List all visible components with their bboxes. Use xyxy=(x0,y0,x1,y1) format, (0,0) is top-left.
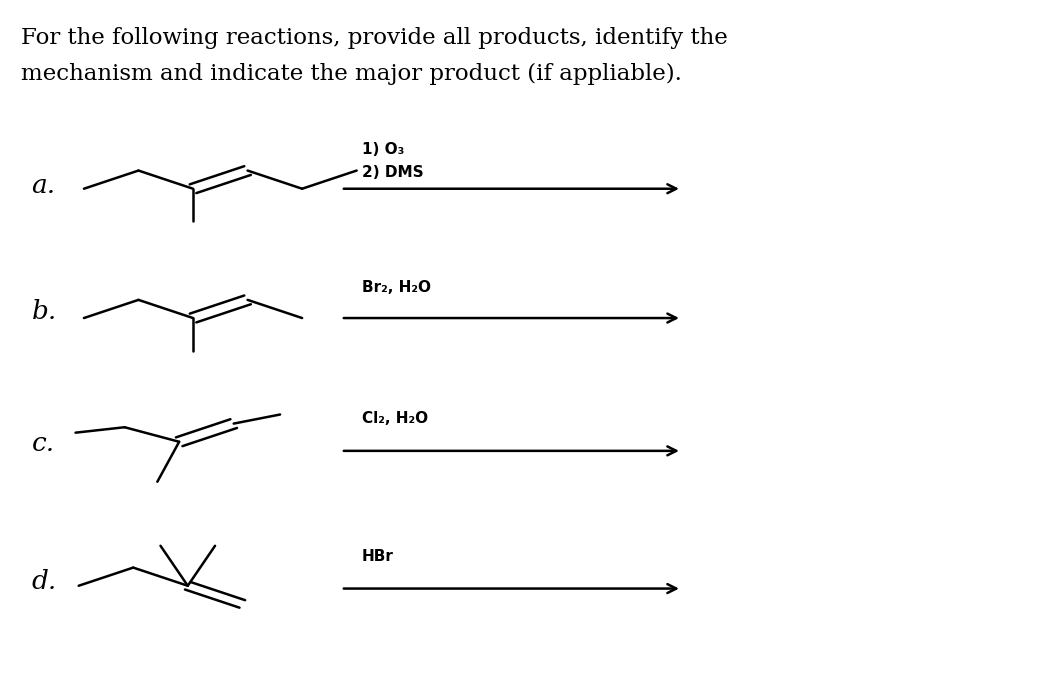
Text: c.: c. xyxy=(31,431,55,456)
Text: For the following reactions, provide all products, identify the: For the following reactions, provide all… xyxy=(21,27,728,48)
Text: a.: a. xyxy=(31,173,56,198)
Text: Cl₂, H₂O: Cl₂, H₂O xyxy=(362,412,428,426)
Text: 1) O₃: 1) O₃ xyxy=(362,143,404,157)
Text: b.: b. xyxy=(31,298,57,324)
Text: HBr: HBr xyxy=(362,549,393,564)
Text: d.: d. xyxy=(31,569,57,594)
Text: Br₂, H₂O: Br₂, H₂O xyxy=(362,280,431,295)
Text: mechanism and indicate the major product (if appliable).: mechanism and indicate the major product… xyxy=(21,63,682,85)
Text: 2) DMS: 2) DMS xyxy=(362,166,424,180)
